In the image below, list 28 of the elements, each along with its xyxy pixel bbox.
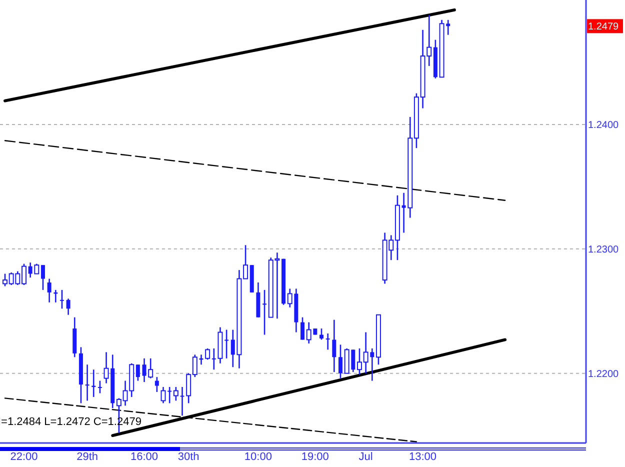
candlestick bbox=[320, 328, 324, 340]
candlestick bbox=[66, 298, 70, 316]
y-tick-label: 1.2300 bbox=[588, 244, 620, 256]
candlestick bbox=[332, 319, 336, 373]
candlestick bbox=[60, 289, 64, 310]
x-tick-label: 13:00 bbox=[409, 451, 437, 463]
x-tick-label: 29th bbox=[76, 451, 98, 463]
y-tick-label: 1.2200 bbox=[588, 368, 620, 380]
x-tick-label: 19:00 bbox=[301, 451, 329, 463]
x-tick-label: 30th bbox=[178, 451, 200, 463]
annotation: 1.2479 bbox=[588, 22, 620, 33]
x-tick-label: 22:00 bbox=[10, 451, 38, 463]
x-tick-label: 16:00 bbox=[130, 451, 158, 463]
candlestick bbox=[224, 329, 229, 360]
x-tick-label: Jul bbox=[358, 451, 373, 463]
x-tick-label: 10:00 bbox=[244, 451, 272, 463]
candlestick bbox=[136, 364, 140, 382]
candlestick bbox=[205, 348, 210, 360]
candlestick bbox=[326, 332, 330, 350]
candlestick bbox=[98, 380, 102, 394]
candlestick bbox=[47, 278, 52, 304]
candlestick bbox=[40, 264, 45, 291]
candlestick bbox=[85, 364, 90, 402]
candlestick bbox=[262, 289, 267, 336]
candlestick bbox=[338, 344, 342, 379]
y-tick-label: 1.2400 bbox=[588, 120, 620, 131]
candlestick bbox=[154, 376, 159, 393]
candlestick bbox=[300, 316, 305, 340]
